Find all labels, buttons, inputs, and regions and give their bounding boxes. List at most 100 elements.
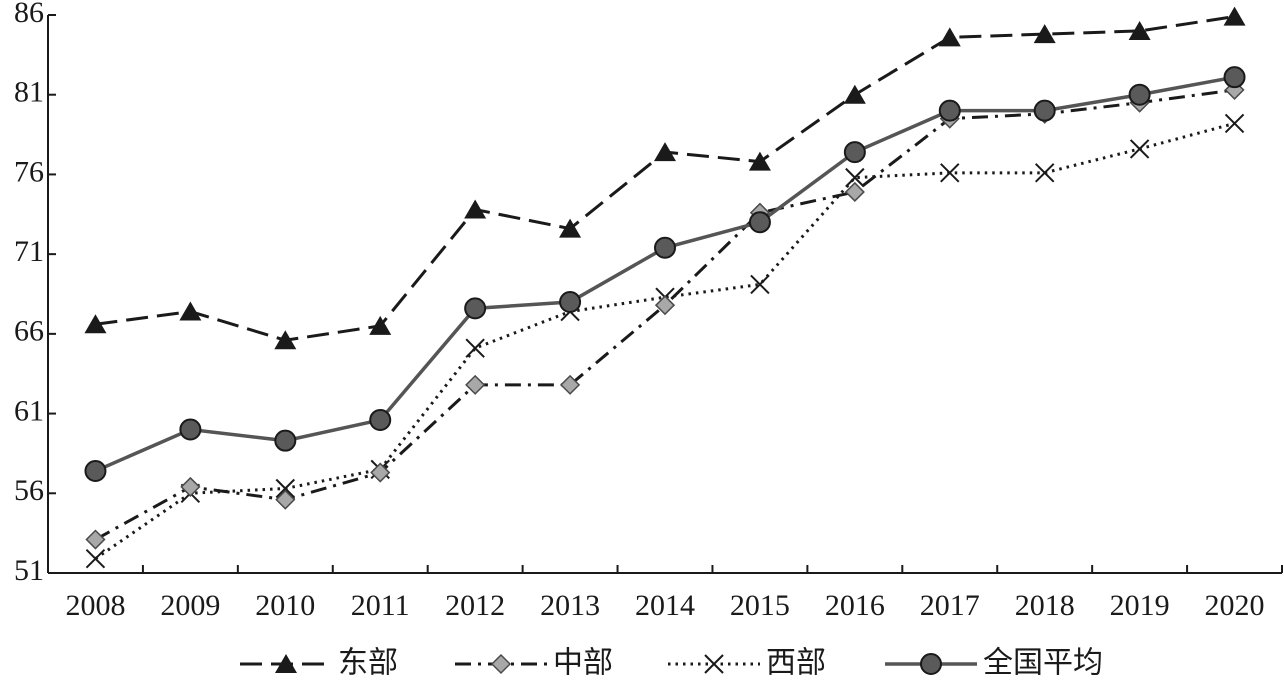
- triangle-marker: [938, 27, 961, 47]
- x-tick-label: 2020: [1205, 589, 1265, 622]
- triangle-marker: [559, 218, 582, 238]
- circle-marker: [748, 211, 771, 234]
- legend-item: 中部: [455, 646, 613, 681]
- y-tick-label: 71: [14, 235, 44, 268]
- data-point: [1033, 99, 1056, 122]
- triangle-marker: [275, 654, 297, 673]
- y-tick-label: 56: [14, 474, 44, 507]
- circle-marker: [464, 297, 487, 320]
- x-tick-label: 2008: [65, 589, 125, 622]
- triangle-marker: [654, 142, 676, 162]
- diamond-marker: [560, 374, 581, 395]
- data-point: [464, 297, 487, 320]
- x-marker-stroke: [1034, 163, 1055, 183]
- x-marker: [750, 274, 770, 295]
- x-marker-stroke: [85, 548, 106, 569]
- data-point: [85, 548, 106, 569]
- y-tick-label: 81: [14, 76, 44, 109]
- x-marker-stroke: [275, 478, 296, 499]
- data-point: [1034, 163, 1055, 183]
- circle-marker: [1128, 83, 1151, 106]
- x-marker-stroke: [704, 654, 724, 674]
- diamond-marker: [490, 653, 512, 675]
- triangle-marker: [369, 315, 392, 335]
- diamond-marker: [275, 489, 296, 510]
- data-point: [1128, 20, 1151, 40]
- triangle-marker: [84, 314, 107, 334]
- circle-marker: [920, 653, 942, 675]
- data-point: [843, 84, 866, 104]
- circle-marker: [843, 141, 866, 164]
- data-point: [275, 478, 296, 499]
- series-line: [95, 15, 1235, 342]
- data-point: [1223, 6, 1246, 26]
- data-point: [179, 301, 202, 321]
- circle-marker: [559, 290, 582, 313]
- triangle-marker: [179, 301, 202, 321]
- diamond-marker: [85, 529, 106, 550]
- diamond-marker: [844, 181, 865, 203]
- legend-label: 东部: [338, 646, 398, 681]
- x-marker-stroke: [1129, 139, 1150, 159]
- circle-marker: [654, 236, 676, 259]
- y-tick-label: 86: [14, 0, 44, 29]
- data-point: [84, 314, 107, 334]
- x-tick-label: 2010: [255, 589, 315, 622]
- circle-marker: [938, 99, 961, 122]
- diamond-marker: [465, 374, 486, 395]
- data-point: [369, 408, 392, 431]
- x-marker-stroke: [750, 274, 770, 295]
- triangle-marker: [1128, 20, 1151, 40]
- circle-marker: [274, 429, 297, 452]
- x-marker-stroke: [465, 338, 485, 358]
- legend-item: 西部: [668, 646, 826, 681]
- x-marker: [704, 654, 724, 674]
- data-point: [748, 151, 771, 171]
- data-point: [940, 163, 960, 183]
- legend-label: 全国平均: [983, 646, 1103, 681]
- series-line: [94, 121, 1235, 560]
- x-marker: [85, 548, 106, 569]
- triangle-marker: [274, 330, 297, 350]
- legend-item: 全国平均: [885, 646, 1103, 681]
- data-point: [84, 459, 107, 482]
- data-point: [560, 374, 581, 395]
- y-tick-label: 66: [14, 315, 44, 348]
- diamond-marker: [370, 462, 391, 483]
- data-point: [465, 338, 485, 358]
- diamond-marker: [654, 295, 676, 316]
- data-point: [464, 199, 487, 219]
- x-tick-label: 2009: [160, 589, 220, 622]
- data-point: [1128, 83, 1151, 106]
- x-tick-label: 2017: [920, 589, 980, 622]
- legend-label: 西部: [766, 646, 826, 681]
- data-point: [654, 142, 676, 162]
- triangle-marker: [748, 151, 771, 171]
- data-point: [654, 295, 676, 316]
- x-marker: [1129, 139, 1150, 159]
- circle-marker: [84, 459, 107, 482]
- data-point: [938, 99, 961, 122]
- x-marker: [1224, 113, 1245, 134]
- data-point: [748, 211, 771, 234]
- series-4: [84, 66, 1246, 482]
- data-point: [369, 315, 392, 335]
- x-marker-stroke: [940, 163, 960, 183]
- x-tick-label: 2012: [445, 589, 505, 622]
- data-point: [845, 167, 865, 188]
- x-marker: [465, 338, 485, 358]
- data-point: [938, 27, 961, 47]
- circle-marker: [1033, 99, 1056, 122]
- data-point: [654, 236, 676, 259]
- data-point: [1224, 113, 1245, 134]
- data-point: [180, 476, 201, 497]
- y-tick-label: 61: [14, 394, 44, 427]
- data-point: [559, 290, 582, 313]
- data-point: [274, 330, 297, 350]
- data-point: [370, 462, 391, 483]
- x-marker-stroke: [845, 167, 865, 188]
- data-point: [275, 489, 296, 510]
- circle-marker: [179, 418, 202, 441]
